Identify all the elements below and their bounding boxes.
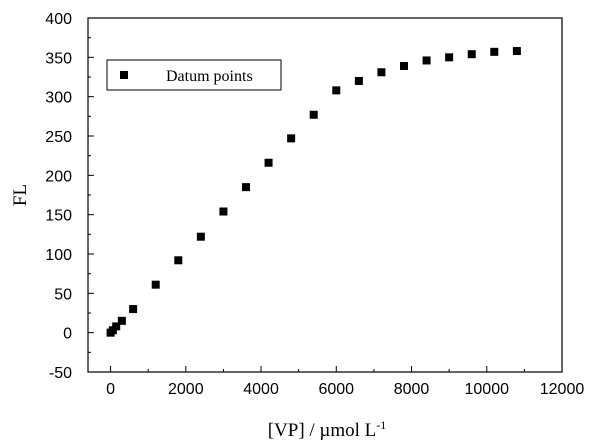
- x-tick-label: 12000: [540, 381, 585, 398]
- axis-ticks: [88, 18, 562, 372]
- data-point: [265, 159, 273, 167]
- y-tick-label: 350: [45, 50, 72, 67]
- x-tick-label: 6000: [318, 381, 354, 398]
- data-point: [332, 86, 340, 94]
- y-tick-label: 250: [45, 129, 72, 146]
- axis-tick-labels: 0 2000 4000 6000 8000 10000 12000 -50 0 50 100 150 2…: [45, 11, 584, 398]
- data-point: [377, 68, 385, 76]
- data-point: [152, 281, 160, 289]
- legend-marker: [120, 71, 128, 79]
- data-point: [129, 305, 137, 313]
- data-point: [400, 62, 408, 70]
- y-tick-label: -50: [49, 365, 72, 382]
- x-axis-title-superscript: -1: [376, 418, 386, 432]
- legend-label: Datum points: [166, 68, 253, 85]
- data-point: [445, 53, 453, 61]
- y-tick-label: 400: [45, 11, 72, 28]
- y-tick-label: 150: [45, 208, 72, 225]
- data-point: [355, 77, 363, 85]
- x-tick-label: 4000: [243, 381, 279, 398]
- legend: Datum points: [107, 60, 281, 90]
- x-tick-label: 2000: [168, 381, 204, 398]
- data-point: [197, 233, 205, 241]
- y-tick-label: 300: [45, 90, 72, 107]
- plot-area-frame: [88, 18, 562, 372]
- x-axis-title-main: [VP] / µmol L: [268, 420, 377, 441]
- y-tick-label: 100: [45, 247, 72, 264]
- data-point: [118, 317, 126, 325]
- data-point: [242, 183, 250, 191]
- y-tick-label: 50: [54, 286, 72, 303]
- data-point: [468, 50, 476, 58]
- data-point: [287, 134, 295, 142]
- x-axis-title: [VP] / µmol L-1: [268, 418, 387, 441]
- x-tick-label: 0: [106, 381, 115, 398]
- x-tick-label: 8000: [394, 381, 430, 398]
- y-tick-label: 0: [63, 326, 72, 343]
- data-point: [310, 111, 318, 119]
- data-point: [174, 256, 182, 264]
- y-axis-title: FL: [10, 184, 31, 206]
- x-tick-label: 10000: [465, 381, 510, 398]
- data-point: [490, 48, 498, 56]
- data-point: [513, 47, 521, 55]
- data-point: [423, 56, 431, 64]
- data-point: [219, 208, 227, 216]
- y-tick-label: 200: [45, 168, 72, 185]
